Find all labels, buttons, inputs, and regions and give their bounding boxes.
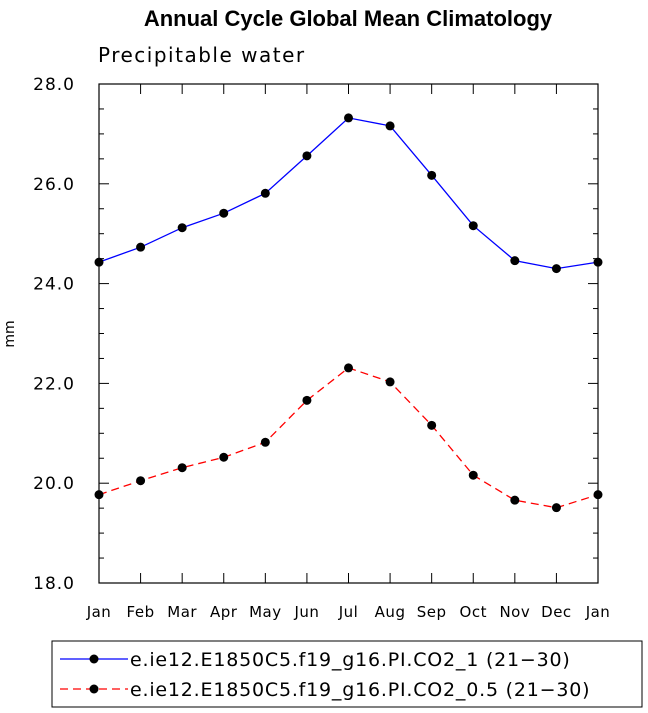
data-point [302,395,312,405]
y-tick-label: 28.0 [33,75,75,95]
y-tick-label: 18.0 [33,574,75,594]
data-point [510,256,520,266]
series-line-2 [98,367,599,509]
series-line-1 [98,117,599,270]
plot-frame [98,83,599,584]
chart-subtitle: Precipitable water [98,43,306,67]
x-tick-label: Dec [541,603,572,621]
x-tick-label: Jul [338,603,359,621]
data-point [344,113,353,123]
x-tick-label: Aug [375,603,406,621]
data-point [94,257,104,267]
data-point [177,223,187,233]
chart-title: Annual Cycle Global Mean Climatology [144,6,553,31]
data-point [551,264,561,274]
x-tick-label: Sep [417,603,447,621]
data-point [510,495,520,505]
axes: 18.0 20.0 22.0 24.0 26.0 28.0 Jan Feb Mar Apr May J… [33,75,610,621]
data-point [427,420,437,430]
data-point [260,188,270,198]
y-tick-label: 24.0 [33,275,75,295]
x-tick-label: May [249,603,282,621]
data-point [593,490,603,500]
x-tick-label: Apr [210,603,238,621]
data-point [385,377,395,387]
x-tick-label: Oct [460,603,487,621]
y-tick-label: 20.0 [33,474,75,494]
data-point [551,503,561,513]
data-point [302,151,312,161]
legend-marker-1 [89,654,99,664]
data-point [136,476,146,486]
x-tick-label: Jun [293,603,319,621]
legend-label-1: e.ie12.E1850C5.f19_g16.PI.CO2_1 (21−30) [130,649,571,671]
y-tick-label: 26.0 [33,175,75,195]
data-point [427,170,437,180]
legend: e.ie12.E1850C5.f19_g16.PI.CO2_1 (21−30) e… [60,649,590,701]
data-point [344,363,353,373]
data-point [94,490,104,500]
x-tick-label: Jan [86,603,112,621]
data-point [260,437,270,447]
x-tick-label: Jan [585,603,611,621]
legend-marker-2 [89,684,99,694]
data-point [219,208,229,218]
data-point [219,452,229,462]
data-point [177,463,187,473]
legend-label-2: e.ie12.E1850C5.f19_g16.PI.CO2_0.5 (21−30… [130,679,590,701]
data-point [136,242,146,252]
y-axis-label: mm [2,320,18,347]
series-layer [94,113,603,513]
data-point [468,221,478,231]
data-point [385,121,395,131]
x-tick-label: Mar [167,603,197,621]
x-tick-label: Feb [127,603,155,621]
x-tick-label: Nov [499,603,530,621]
data-point [593,257,603,267]
legend-box [51,640,643,708]
y-tick-label: 22.0 [33,374,75,394]
data-point [468,470,478,480]
